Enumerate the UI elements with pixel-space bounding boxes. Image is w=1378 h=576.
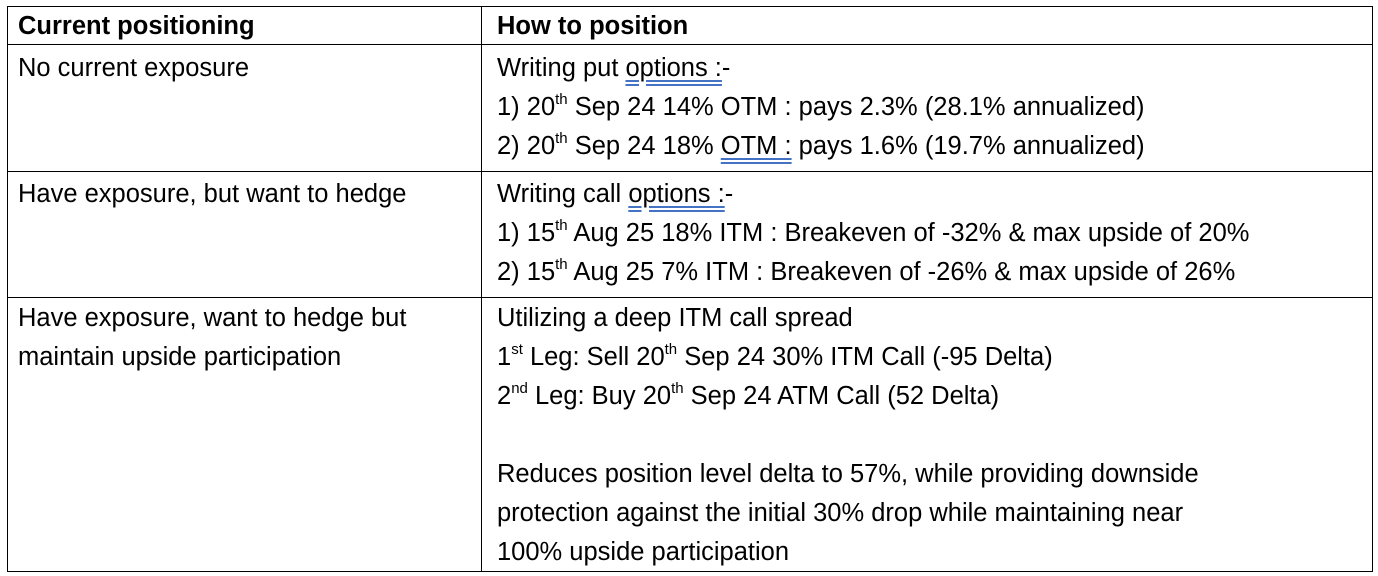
row2-line2: 2) 15th Aug 25 7% ITM : Breakeven of -26… [497, 255, 1236, 287]
row-divider [8, 44, 1372, 45]
row1-current: No current exposure [18, 54, 250, 82]
row3-para-line2: protection against the initial 30% drop … [497, 499, 1184, 527]
row3-leg2: 2nd Leg: Buy 20th Sep 24 ATM Call (52 De… [497, 379, 1000, 411]
header-how-to-position: How to position [497, 12, 689, 40]
row2-intro: Writing call options :- [497, 180, 734, 208]
row3-leg1: 1st Leg: Sell 20th Sep 24 30% ITM Call (… [497, 340, 1053, 372]
row2-line1: 1) 15th Aug 25 18% ITM : Breakeven of -3… [497, 216, 1250, 248]
row3-para-line3: 100% upside participation [497, 538, 790, 566]
row1-intro: Writing put options :- [497, 54, 731, 82]
positioning-table: Current positioning How to position No c… [7, 6, 1373, 572]
row3-para-line1: Reduces position level delta to 57%, whi… [497, 460, 1199, 488]
row3-current-line1: Have exposure, want to hedge but [18, 304, 407, 332]
row3-current-line2: maintain upside participation [18, 343, 342, 371]
column-divider [481, 7, 482, 571]
row2-current: Have exposure, but want to hedge [18, 180, 407, 208]
row1-line1: 1) 20th Sep 24 14% OTM : pays 2.3% (28.1… [497, 90, 1145, 122]
row3-intro: Utilizing a deep ITM call spread [497, 304, 853, 332]
header-current-positioning: Current positioning [18, 12, 255, 40]
row-divider [8, 297, 1372, 298]
row1-line2: 2) 20th Sep 24 18% OTM : pays 1.6% (19.7… [497, 129, 1145, 161]
row-divider [8, 171, 1372, 172]
